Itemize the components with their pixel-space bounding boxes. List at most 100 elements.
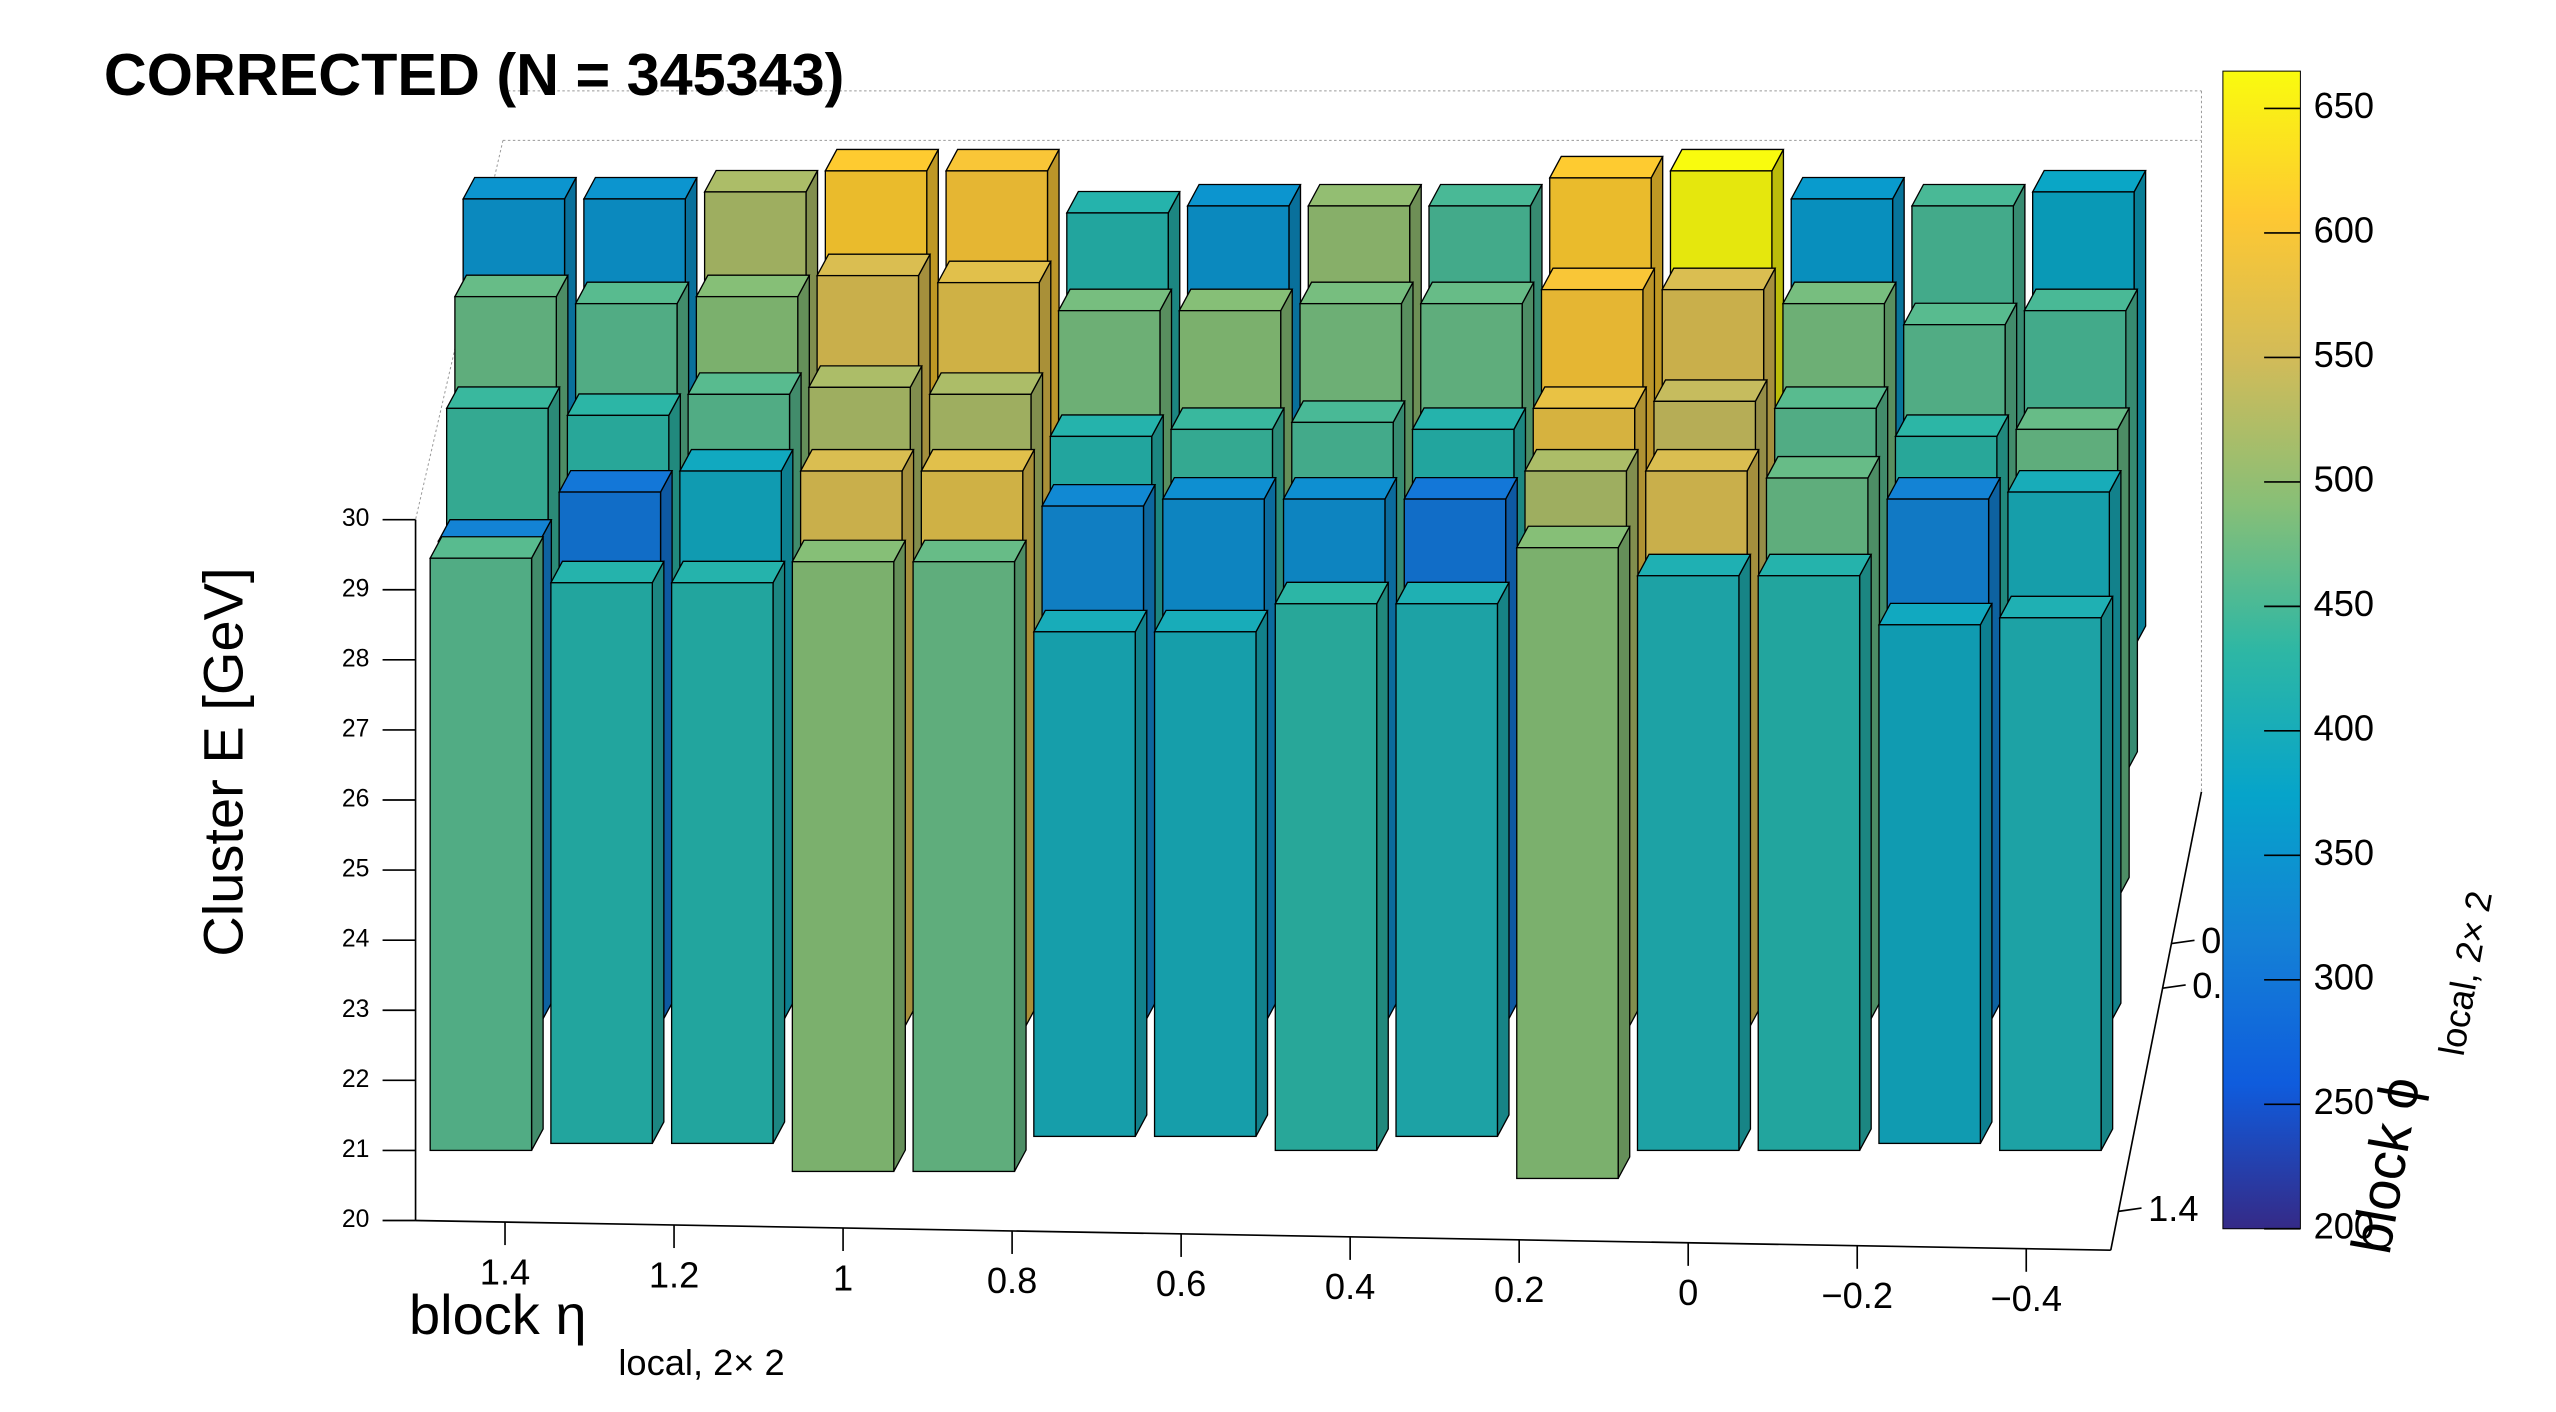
bar-side bbox=[1013, 539, 1027, 1172]
bar-top bbox=[1153, 609, 1269, 633]
z-tick-label: 29 bbox=[342, 575, 370, 602]
bar-top bbox=[1403, 476, 1519, 500]
z-tick-label: 28 bbox=[342, 645, 370, 672]
color-tick-label: 200 bbox=[2314, 1205, 2375, 1246]
bar-top bbox=[944, 148, 1061, 172]
bar-top bbox=[1161, 476, 1277, 500]
bar bbox=[791, 561, 895, 1173]
x-tick-label: 0.6 bbox=[1156, 1263, 1206, 1304]
bar-top bbox=[1910, 183, 2026, 207]
bar-top bbox=[1886, 476, 2002, 500]
bar-top bbox=[429, 536, 545, 559]
bar-side bbox=[1858, 553, 1872, 1151]
y-axis-label-sub: local, 2× 2 bbox=[2431, 888, 2500, 1059]
bar bbox=[1999, 617, 2102, 1152]
bar-top bbox=[1049, 414, 1165, 438]
x-axis-line bbox=[415, 1219, 2111, 1252]
bar-top bbox=[799, 448, 915, 472]
bar-top bbox=[1757, 553, 1873, 577]
bar-top bbox=[2015, 407, 2131, 431]
chart-title: CORRECTED (N = 345343) bbox=[104, 41, 845, 108]
x-tick-label: −0.4 bbox=[1990, 1278, 2062, 1319]
bar bbox=[912, 561, 1016, 1173]
bar-top bbox=[1040, 483, 1157, 507]
y-tick bbox=[2171, 939, 2195, 945]
z-tick-label: 24 bbox=[342, 926, 370, 953]
bar-top bbox=[582, 176, 698, 200]
z-axis-label: Cluster E [GeV] bbox=[191, 567, 254, 956]
bar-top bbox=[566, 393, 682, 417]
bar-top bbox=[1636, 553, 1752, 577]
z-tick-label: 20 bbox=[342, 1206, 370, 1233]
x-axis-label: block η bbox=[409, 1283, 587, 1346]
x-tick-label: 0.8 bbox=[987, 1260, 1037, 1301]
bar-side bbox=[530, 536, 544, 1151]
bar-side bbox=[1496, 582, 1510, 1137]
y-tick bbox=[2162, 984, 2186, 990]
bar-side bbox=[1134, 610, 1148, 1137]
bar-top bbox=[928, 372, 1044, 395]
bar-top bbox=[1394, 581, 1511, 605]
bar-top bbox=[1419, 281, 1535, 305]
bar-top bbox=[558, 469, 674, 493]
x-axis-label-sub: local, 2× 2 bbox=[618, 1342, 784, 1383]
bar-top bbox=[1065, 190, 1181, 214]
bar-top bbox=[1523, 448, 1640, 472]
bar-side bbox=[651, 560, 665, 1144]
bar-side bbox=[1255, 610, 1269, 1137]
bar-side bbox=[1376, 582, 1389, 1151]
bar-top bbox=[1411, 407, 1527, 431]
bar-top bbox=[1669, 148, 1785, 172]
bar-top bbox=[462, 176, 578, 200]
y-tick bbox=[2118, 1207, 2142, 1213]
bar-top bbox=[695, 274, 811, 298]
bar-top bbox=[1178, 288, 1294, 312]
z-tick-label: 21 bbox=[342, 1136, 370, 1163]
bar-top bbox=[678, 448, 794, 472]
color-tick-label: 450 bbox=[2314, 583, 2375, 624]
bar bbox=[550, 582, 653, 1145]
bar-top bbox=[911, 539, 1028, 563]
z-tick-label: 27 bbox=[342, 715, 370, 742]
bar-top bbox=[824, 148, 940, 172]
bar-top bbox=[1661, 267, 1777, 291]
z-tick-label: 26 bbox=[342, 786, 370, 813]
bar-top bbox=[1274, 581, 1390, 605]
y-axis-line bbox=[2109, 791, 2203, 1251]
z-tick-label: 25 bbox=[342, 856, 370, 883]
x-tick-label: 1 bbox=[833, 1257, 853, 1298]
x-tick-label: 1.2 bbox=[649, 1254, 699, 1295]
bar bbox=[1274, 603, 1378, 1152]
color-tick-label: 400 bbox=[2314, 707, 2375, 748]
bar-top bbox=[1532, 386, 1648, 410]
z-tick-label: 23 bbox=[342, 996, 370, 1023]
bar-top bbox=[1057, 288, 1173, 312]
bar-top bbox=[1169, 407, 1286, 431]
bar-top bbox=[1307, 183, 1423, 207]
bar-top bbox=[815, 253, 932, 277]
bar-top bbox=[1427, 183, 1544, 207]
bar-top bbox=[1790, 176, 1906, 200]
bar-top bbox=[1540, 267, 1656, 291]
bar-top bbox=[1186, 183, 1302, 207]
bar-top bbox=[1998, 595, 2114, 619]
bars bbox=[429, 148, 2147, 1180]
bar-top bbox=[1282, 476, 1398, 500]
bar-top bbox=[687, 372, 803, 395]
bar-top bbox=[1773, 386, 1889, 410]
bar bbox=[1516, 547, 1619, 1180]
bar-top bbox=[1515, 525, 1631, 549]
bar-top bbox=[703, 169, 819, 193]
bar-side bbox=[893, 539, 906, 1172]
z-tick-label: 30 bbox=[342, 505, 370, 532]
bar-top bbox=[1765, 455, 1881, 479]
color-bar bbox=[2222, 70, 2301, 1230]
bar bbox=[1878, 624, 1982, 1145]
bar-top bbox=[791, 539, 907, 563]
bar bbox=[670, 582, 774, 1145]
bar-top bbox=[2006, 469, 2122, 493]
bar-top bbox=[2023, 288, 2139, 312]
x-tick-label: 0 bbox=[1678, 1272, 1698, 1313]
y-tick-label: 1.4 bbox=[2148, 1188, 2198, 1229]
